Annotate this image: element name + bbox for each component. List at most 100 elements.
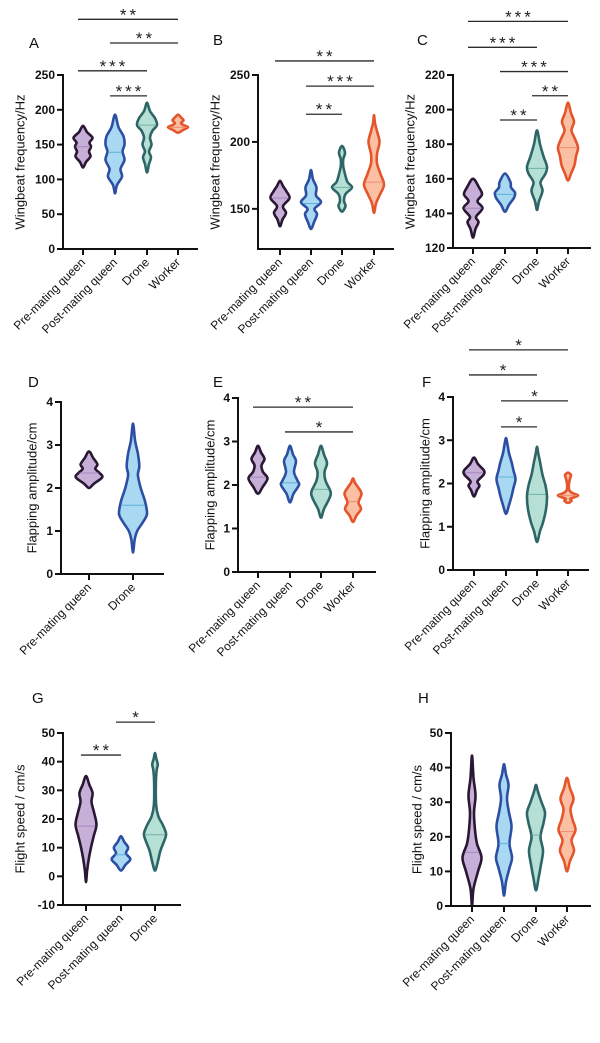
significance-label: ** bbox=[136, 29, 155, 48]
y-tick-label: 200 bbox=[425, 103, 445, 117]
panel-label: C bbox=[417, 32, 428, 49]
y-axis-title: Wingbeat frequency/Hz bbox=[208, 94, 223, 229]
y-tick-label: 1 bbox=[223, 522, 230, 536]
violin-worker bbox=[556, 101, 580, 182]
significance-label: ** bbox=[542, 82, 561, 101]
violin-drone bbox=[135, 101, 159, 174]
violin-pre-mating-queen bbox=[74, 774, 98, 884]
violin-pre-mating-queen bbox=[74, 450, 104, 490]
y-tick-label: 250 bbox=[230, 68, 250, 82]
violin-post-mating-queen bbox=[104, 113, 126, 195]
y-tick-label: 1 bbox=[438, 520, 445, 534]
violin-post-mating-queen bbox=[110, 834, 132, 872]
y-tick-label: 40 bbox=[42, 755, 56, 769]
y-tick-label: 120 bbox=[425, 241, 445, 255]
panel-label: D bbox=[28, 374, 39, 391]
violin-worker bbox=[343, 477, 363, 524]
y-tick-label: 150 bbox=[35, 138, 55, 152]
panel-label: A bbox=[29, 35, 39, 52]
y-tick-label: 3 bbox=[46, 438, 53, 452]
significance-label: *** bbox=[521, 58, 550, 77]
panel-label: B bbox=[213, 32, 223, 49]
violin-drone bbox=[525, 129, 549, 212]
violin-post-mating-queen bbox=[279, 444, 301, 504]
y-tick-label: 220 bbox=[425, 68, 445, 82]
y-tick-label: 0 bbox=[46, 567, 53, 581]
violin-post-mating-queen bbox=[493, 172, 517, 213]
violin-worker bbox=[557, 776, 577, 873]
significance-label: *** bbox=[100, 57, 129, 76]
y-tick-label: 0 bbox=[48, 242, 55, 256]
violin-post-mating-queen bbox=[495, 436, 517, 516]
y-tick-label: 20 bbox=[430, 830, 444, 844]
significance-label: ** bbox=[316, 47, 335, 66]
significance-label: *** bbox=[327, 72, 356, 91]
violin-pre-mating-queen bbox=[461, 754, 483, 908]
y-tick-label: 20 bbox=[42, 812, 56, 826]
panel-label: H bbox=[418, 690, 429, 707]
violin-drone bbox=[142, 751, 168, 872]
y-tick-label: 50 bbox=[42, 726, 56, 740]
y-tick-label: 4 bbox=[223, 391, 230, 405]
y-tick-label: 2 bbox=[438, 477, 445, 491]
significance-label: ** bbox=[510, 106, 529, 125]
y-tick-label: 200 bbox=[35, 103, 55, 117]
panel-label: G bbox=[32, 690, 44, 707]
y-tick-label: 0 bbox=[48, 869, 55, 883]
violin-worker bbox=[362, 113, 386, 215]
significance-label: ** bbox=[295, 393, 314, 412]
violin-drone bbox=[117, 422, 149, 554]
y-tick-label: 160 bbox=[425, 172, 445, 186]
y-tick-label: 140 bbox=[425, 206, 445, 220]
panel-label: F bbox=[422, 374, 431, 391]
y-tick-label: 10 bbox=[430, 864, 444, 878]
y-tick-label: 0 bbox=[438, 563, 445, 577]
violin-drone bbox=[525, 783, 547, 892]
y-tick-label: 0 bbox=[223, 565, 230, 579]
significance-label: * bbox=[500, 361, 510, 380]
y-tick-label: 150 bbox=[230, 202, 250, 216]
y-axis-title: Flight speed / cm/s bbox=[410, 764, 425, 874]
y-tick-label: 4 bbox=[46, 395, 53, 409]
y-tick-label: -10 bbox=[38, 898, 56, 912]
y-tick-label: 50 bbox=[430, 726, 444, 740]
y-tick-label: 2 bbox=[46, 481, 53, 495]
significance-label: * bbox=[515, 336, 525, 355]
y-tick-label: 30 bbox=[42, 783, 56, 797]
violin-pre-mating-queen bbox=[269, 179, 291, 228]
violin-post-mating-queen bbox=[494, 762, 514, 897]
y-tick-label: 180 bbox=[425, 137, 445, 151]
significance-label: * bbox=[316, 418, 326, 437]
y-axis-title: Flapping amplitude/cm bbox=[25, 423, 40, 554]
significance-label: * bbox=[516, 413, 526, 432]
y-tick-label: 3 bbox=[438, 433, 445, 447]
significance-label: *** bbox=[505, 7, 534, 26]
y-tick-label: 3 bbox=[223, 435, 230, 449]
y-tick-label: 250 bbox=[35, 68, 55, 82]
y-tick-label: 10 bbox=[42, 841, 56, 855]
violin-pre-mating-queen bbox=[247, 444, 269, 495]
significance-label: ** bbox=[93, 741, 112, 760]
y-axis-title: Flight speed / cm/s bbox=[13, 764, 28, 874]
y-tick-label: 0 bbox=[436, 899, 443, 913]
violin-pre-mating-queen bbox=[462, 456, 486, 498]
y-tick-label: 4 bbox=[438, 390, 445, 404]
y-tick-label: 2 bbox=[223, 478, 230, 492]
y-axis-title: Flapping amplitude/cm bbox=[418, 418, 433, 549]
significance-label: * bbox=[531, 387, 541, 406]
y-axis-title: Wingbeat frequency/Hz bbox=[403, 94, 418, 229]
y-axis-title: Flapping amplitude/cm bbox=[203, 420, 218, 551]
y-tick-label: 100 bbox=[35, 172, 55, 186]
violin-worker bbox=[166, 113, 190, 135]
significance-label: ** bbox=[120, 5, 139, 24]
y-tick-label: 30 bbox=[430, 795, 444, 809]
significance-label: * bbox=[132, 708, 142, 727]
panel-label: E bbox=[213, 374, 223, 391]
significance-label: *** bbox=[116, 82, 145, 101]
y-axis-title: Wingbeat frequency/Hz bbox=[13, 94, 28, 229]
significance-label: *** bbox=[490, 33, 519, 52]
y-tick-label: 40 bbox=[430, 761, 444, 775]
violin-drone bbox=[309, 444, 333, 519]
y-tick-label: 50 bbox=[42, 207, 56, 221]
